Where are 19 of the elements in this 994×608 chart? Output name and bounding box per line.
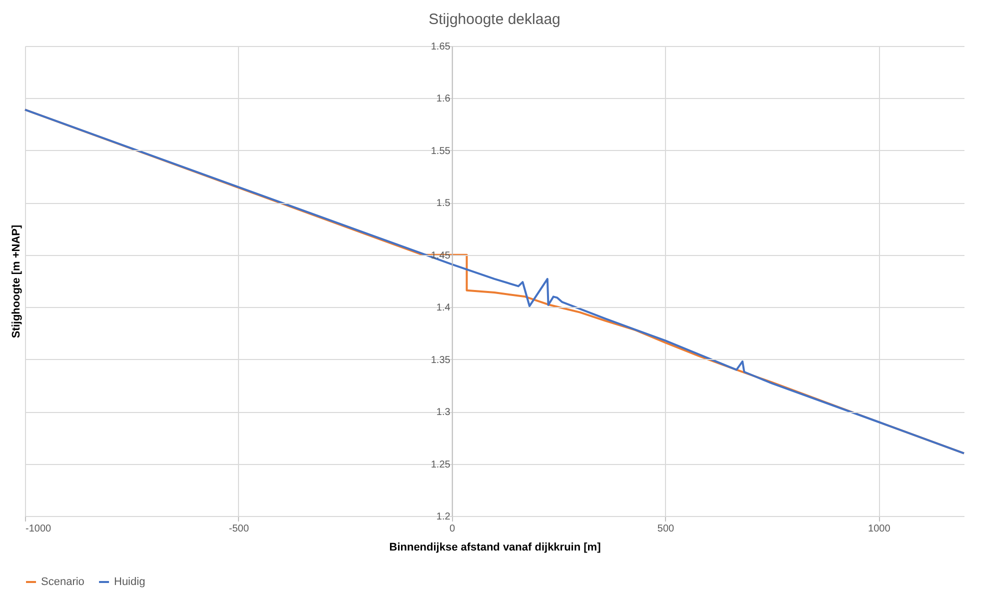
y-tick-label: 1.6 — [436, 94, 451, 105]
legend-label: Scenario — [41, 576, 84, 588]
y-tick-label: 1.25 — [430, 459, 451, 470]
x-tick-label: -500 — [228, 524, 250, 534]
x-tick-label: 0 — [450, 524, 456, 534]
y-axis-title: Stijghoogte [m +NAP] — [10, 224, 22, 338]
x-tick-label: -1000 — [26, 524, 52, 534]
y-tick-label: 1.55 — [430, 146, 451, 157]
chart-title: Stijghoogte deklaag — [428, 11, 560, 28]
x-tick-label: 500 — [657, 524, 675, 534]
y-tick-label: 1.35 — [430, 354, 451, 366]
legend-label: Huidig — [114, 576, 146, 588]
y-tick-label: 1.3 — [436, 407, 451, 418]
y-tick-label: 1.5 — [436, 198, 451, 210]
y-tick-label: 1.4 — [436, 302, 451, 314]
x-axis-title: Binnendijkse afstand vanaf dijkkruin [m] — [389, 542, 602, 554]
y-tick-label: 1.65 — [430, 42, 451, 52]
x-tick-label: 1000 — [868, 524, 891, 534]
y-tick-label: 1.2 — [436, 512, 451, 522]
